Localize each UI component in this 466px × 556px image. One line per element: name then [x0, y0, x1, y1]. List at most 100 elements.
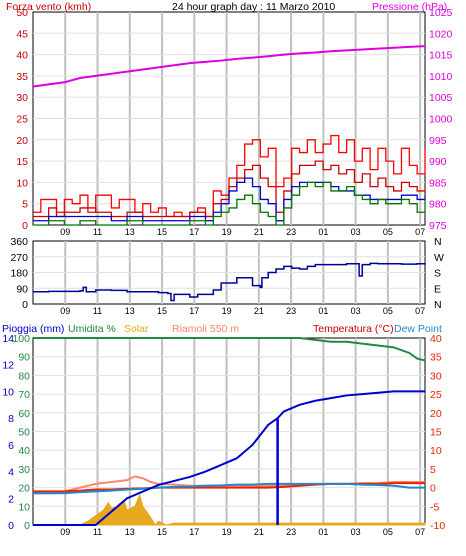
rain-line: [33, 390, 425, 526]
y-tick-label: N: [434, 236, 442, 248]
wind-pressure-grid: [33, 12, 425, 225]
pressure-axis-label: Pressione (hPa): [372, 1, 447, 13]
y-tick-label: 35: [16, 71, 28, 83]
y-tick-label: 10: [430, 445, 442, 457]
x-tick-label: 07: [415, 227, 425, 237]
x-tick-label: 17: [189, 227, 199, 237]
y-tick-label: 1015: [429, 50, 453, 62]
y-tick-label: S: [434, 268, 441, 280]
y-tick-label: 10: [16, 177, 28, 189]
y-tick-label: W: [434, 252, 444, 264]
y-tick-label: 40: [18, 445, 30, 457]
y-tick-label: 80: [18, 370, 30, 382]
x-tick-label: 01: [318, 227, 328, 237]
temperature-time-axis: 09 11 13 15 17 19 21 23 01 03 05 07: [60, 527, 425, 537]
y-tick-label: 14: [2, 333, 14, 345]
direction-line: [33, 262, 426, 302]
y-tick-label: 100: [12, 333, 30, 345]
y-tick-label: 90: [18, 352, 30, 364]
x-tick-label: 01: [318, 527, 328, 537]
wind_low-line: [33, 181, 426, 226]
x-tick-label: 05: [383, 527, 393, 537]
riamoli-legend: Riamoli 550 m: [172, 323, 239, 335]
y-tick-label: 5: [430, 464, 436, 476]
x-tick-label: 21: [254, 227, 264, 237]
y-tick-label: 180: [10, 268, 28, 280]
y-tick-label: 20: [16, 135, 28, 147]
x-tick-label: 23: [286, 306, 296, 316]
temperature-series: [33, 337, 426, 526]
temperature-axis: 40 35 30 25 20 15 10 5 0 -5 -10: [430, 333, 445, 532]
y-tick-label: 975: [429, 220, 447, 232]
y-tick-label: 90: [16, 283, 28, 295]
temperature-grid: [33, 338, 425, 525]
y-tick-label: 50: [16, 7, 28, 19]
x-tick-label: 15: [157, 227, 167, 237]
y-tick-label: 25: [430, 389, 442, 401]
x-tick-label: 13: [125, 527, 135, 537]
y-tick-label: 20: [18, 483, 30, 495]
y-tick-label: 15: [16, 156, 28, 168]
y-tick-label: 10: [18, 501, 30, 513]
y-tick-label: 985: [429, 177, 447, 189]
humidity-line: [33, 337, 426, 362]
y-tick-label: 0: [430, 483, 436, 495]
dewpoint-line: [33, 482, 425, 495]
x-tick-label: 11: [93, 227, 102, 237]
dewpoint-legend: Dew Point: [394, 323, 442, 335]
x-tick-label: 03: [351, 227, 361, 237]
x-tick-label: 13: [125, 306, 135, 316]
y-tick-label: 270: [10, 252, 28, 264]
x-tick-label: 05: [383, 227, 393, 237]
x-tick-label: 09: [60, 527, 70, 537]
x-tick-label: 01: [318, 306, 328, 316]
x-tick-label: 05: [383, 306, 393, 316]
gust-line: [33, 134, 426, 218]
y-tick-label: 40: [16, 50, 28, 62]
wind-speed-axis-label: Forza vento (kmh): [6, 1, 91, 13]
y-tick-label: 5: [22, 199, 28, 211]
x-tick-label: 09: [60, 227, 70, 237]
x-tick-label: 17: [189, 527, 199, 537]
x-tick-label: 19: [222, 306, 232, 316]
y-tick-label: 12: [2, 360, 14, 372]
x-tick-label: 17: [189, 306, 199, 316]
y-tick-label: 10: [2, 386, 14, 398]
x-tick-label: 13: [125, 227, 135, 237]
y-tick-label: 1005: [429, 92, 453, 104]
y-tick-label: E: [434, 283, 441, 295]
y-tick-label: 8: [8, 413, 14, 425]
wind-direction-series: [33, 262, 426, 302]
x-tick-label: 07: [415, 527, 425, 537]
y-tick-label: 4: [8, 467, 14, 479]
y-tick-label: 15: [430, 427, 442, 439]
y-tick-label: N: [434, 299, 442, 311]
y-tick-label: 0: [24, 520, 30, 532]
y-tick-label: 0: [8, 520, 14, 532]
y-tick-label: 40: [430, 333, 442, 345]
y-tick-label: 30: [430, 370, 442, 382]
y-tick-label: 25: [16, 114, 28, 126]
y-tick-label: 995: [429, 135, 447, 147]
x-tick-label: 07: [415, 306, 425, 316]
x-tick-label: 15: [157, 527, 167, 537]
y-tick-label: 70: [18, 389, 30, 401]
y-tick-label: 1010: [429, 71, 453, 83]
y-tick-label: 990: [429, 156, 447, 168]
y-tick-label: 50: [18, 427, 30, 439]
x-tick-label: 19: [222, 227, 232, 237]
y-tick-label: 980: [429, 199, 447, 211]
humidity-legend: Umidita %: [68, 323, 116, 335]
y-tick-label: 1025: [429, 7, 453, 19]
x-tick-label: 21: [254, 527, 264, 537]
x-tick-label: 19: [222, 527, 232, 537]
y-tick-label: 0: [22, 299, 28, 311]
